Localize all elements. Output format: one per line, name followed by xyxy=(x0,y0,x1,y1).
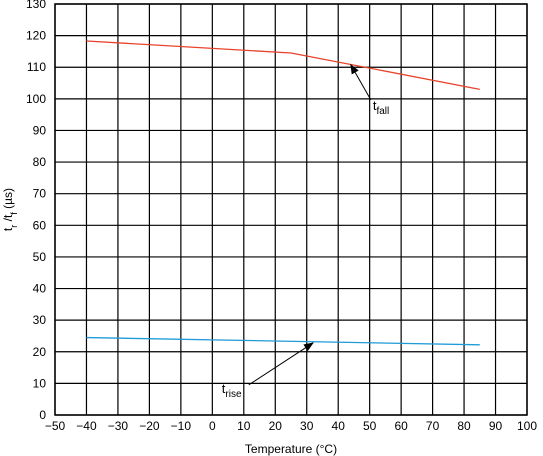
x-tick-label: 90 xyxy=(489,419,503,433)
y-tick-label: 130 xyxy=(26,0,46,11)
y-tick-label: 50 xyxy=(33,250,47,264)
y-tick-label: 120 xyxy=(26,29,46,43)
annotation-arrow-rise xyxy=(248,342,314,386)
y-tick-label: 100 xyxy=(26,92,46,106)
annotation-arrow-fall xyxy=(350,63,372,101)
y-axis-label-part: t xyxy=(1,227,15,231)
x-tick-label: −20 xyxy=(139,419,160,433)
y-tick-label: 10 xyxy=(33,376,47,390)
x-tick-label: 30 xyxy=(300,419,314,433)
y-axis-label-part: (µs) xyxy=(1,188,15,212)
x-tick-label: 40 xyxy=(332,419,346,433)
annotation-label-fall: tfall xyxy=(373,98,389,117)
x-tick-label: 80 xyxy=(457,419,471,433)
x-tick-label: −50 xyxy=(45,419,66,433)
y-tick-label: 90 xyxy=(33,123,47,137)
y-tick-label: 20 xyxy=(33,345,47,359)
x-tick-label: 70 xyxy=(426,419,440,433)
x-tick-label: −40 xyxy=(76,419,97,433)
y-axis-label-part: /t xyxy=(1,214,15,225)
x-tick-label: 0 xyxy=(209,419,216,433)
plot-frame xyxy=(54,3,528,416)
y-tick-labels: 0 10 20 30 40 50 60 70 80 90 100 110 120 130 xyxy=(26,0,46,422)
grid xyxy=(54,3,528,416)
annotation-sub: fall xyxy=(376,106,389,117)
series-line-rise xyxy=(86,336,480,346)
y-tick-label: 40 xyxy=(33,282,47,296)
x-tick-label: 100 xyxy=(517,419,537,433)
y-tick-label: 0 xyxy=(39,408,46,422)
annotation-base: t xyxy=(222,381,226,396)
x-tick-label: 60 xyxy=(394,419,408,433)
y-tick-label: 70 xyxy=(33,187,47,201)
annotation-label-rise: trise xyxy=(222,381,242,400)
y-axis-label: tr /tf (µs) xyxy=(1,188,19,231)
x-tick-label: −30 xyxy=(108,419,129,433)
series-line-fall xyxy=(86,40,480,90)
y-tick-label: 60 xyxy=(33,218,47,232)
x-tick-label: 50 xyxy=(363,419,377,433)
annotation-sub: rise xyxy=(225,389,242,400)
annotation-base: t xyxy=(373,98,377,113)
y-axis-label-part: r xyxy=(9,225,19,228)
y-tick-label: 110 xyxy=(27,60,46,74)
x-tick-label: 10 xyxy=(237,419,251,433)
y-tick-label: 80 xyxy=(33,155,47,169)
x-axis-label: Temperature (°C) xyxy=(245,442,337,456)
y-tick-label: 30 xyxy=(33,313,47,327)
x-tick-label: −10 xyxy=(171,419,192,433)
x-tick-labels: −50 −40 −30 −20 −10 0 10 20 30 40 50 60 70 80 90 100 xyxy=(45,419,538,433)
y-axis-label-part: f xyxy=(9,212,19,215)
x-tick-label: 20 xyxy=(269,419,283,433)
series-group xyxy=(86,40,480,346)
